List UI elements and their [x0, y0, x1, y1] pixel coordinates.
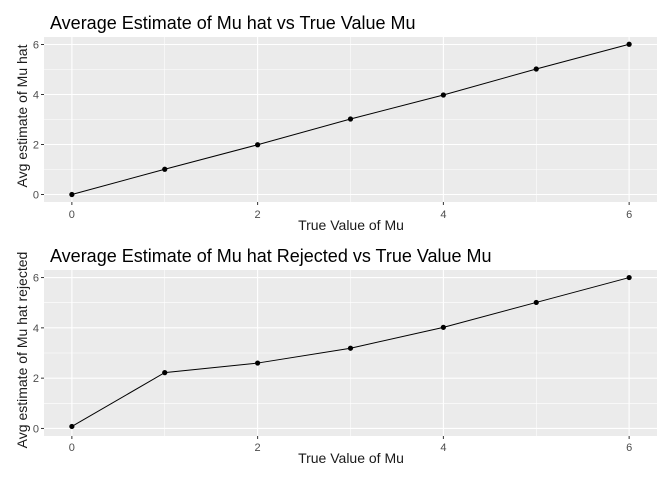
- data-point: [347, 116, 354, 122]
- data-point: [533, 66, 539, 72]
- data-point: [347, 345, 354, 351]
- x-tick-label: 4: [440, 209, 446, 221]
- chart-2-grid: [44, 270, 657, 436]
- data-point: [69, 191, 75, 198]
- x-tick-label: 0: [69, 209, 75, 221]
- chart-2-title: Average Estimate of Mu hat Rejected vs T…: [50, 246, 492, 266]
- data-point: [440, 324, 446, 330]
- data-point: [69, 423, 75, 430]
- y-tick-label: 2: [33, 140, 39, 152]
- chart-2-series: [69, 274, 632, 430]
- chart-2: Average Estimate of Mu hat Rejected vs T…: [14, 246, 657, 466]
- chart-2-ticks: 0 2 4 6 0 2 4 6: [33, 273, 632, 454]
- data-point: [626, 41, 632, 47]
- chart-1-grid: [44, 37, 657, 202]
- y-tick-label: 6: [33, 273, 39, 285]
- x-tick-label: 4: [440, 442, 446, 454]
- data-point: [255, 360, 261, 366]
- x-tick-label: 0: [69, 442, 75, 454]
- chart-1-y-axis-title: Avg estimate of Mu hat: [14, 44, 30, 187]
- data-point: [162, 370, 168, 376]
- chart-1-series: [69, 41, 632, 198]
- chart-1-title: Average Estimate of Mu hat vs True Value…: [50, 13, 416, 33]
- y-tick-label: 2: [33, 373, 39, 385]
- chart-2-x-axis-title: True Value of Mu: [298, 450, 404, 466]
- x-tick-label: 2: [255, 442, 261, 454]
- x-tick-label: 6: [626, 442, 632, 454]
- chart-1-x-axis-title: True Value of Mu: [298, 217, 404, 233]
- data-point: [440, 92, 446, 98]
- y-tick-label: 4: [33, 90, 39, 102]
- chart-1: Average Estimate of Mu hat vs True Value…: [14, 13, 657, 233]
- y-tick-label: 6: [33, 40, 39, 52]
- chart-1-ticks: 0 2 4 6 0 2 4 6: [33, 40, 632, 222]
- data-point: [162, 166, 168, 172]
- data-point: [255, 142, 261, 148]
- y-tick-label: 0: [33, 190, 39, 202]
- data-point: [533, 299, 539, 306]
- data-point: [626, 274, 632, 281]
- x-tick-label: 2: [255, 209, 261, 221]
- chart-2-y-axis-title: Avg estimate of Mu hat rejected: [14, 252, 30, 449]
- x-tick-label: 6: [626, 209, 632, 221]
- y-tick-label: 4: [33, 323, 39, 335]
- y-tick-label: 0: [33, 423, 39, 435]
